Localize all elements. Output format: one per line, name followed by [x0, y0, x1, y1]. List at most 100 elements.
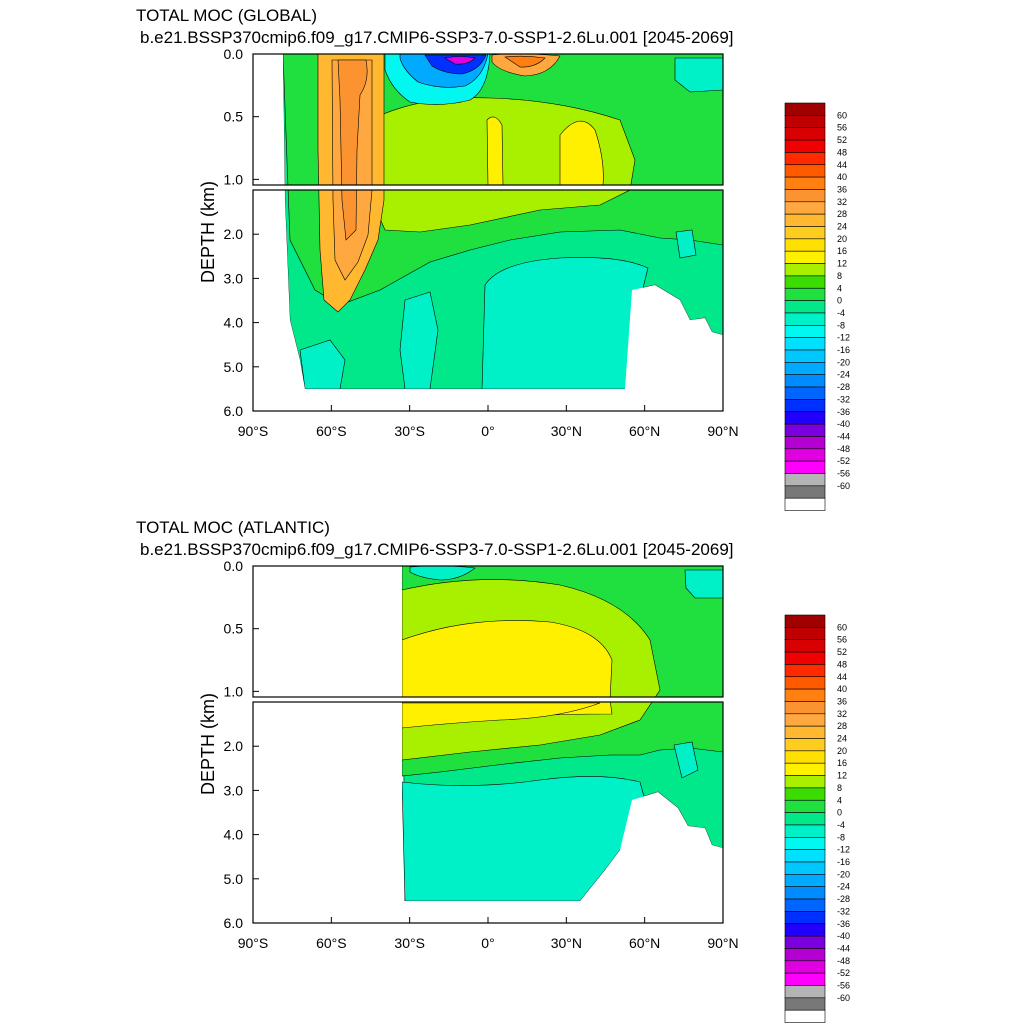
- global-ytick-label: 4.0: [224, 315, 244, 331]
- global-colorbar-swatch: [784, 164, 826, 178]
- global-title: TOTAL MOC (GLOBAL): [136, 6, 317, 25]
- global-colorbar-swatch: [784, 362, 826, 376]
- atlantic-colorbar-label: 48: [837, 659, 847, 669]
- atlantic-colorbar-label: -44: [837, 943, 850, 953]
- atlantic-colorbar-swatch: [784, 651, 826, 665]
- global-colorbar-label: -60: [837, 481, 850, 491]
- atlantic-colorbar-label: -52: [837, 968, 850, 978]
- global-ytick-label: 5.0: [224, 359, 244, 375]
- atlantic-colorbar-swatch: [784, 997, 826, 1011]
- atlantic-land-mask: [253, 566, 723, 923]
- atlantic-colorbar-label: 40: [837, 684, 847, 694]
- global-colorbar-swatch: [784, 374, 826, 388]
- atlantic-colorbar-swatch: [784, 972, 826, 986]
- global-colorbar-swatch: [784, 275, 826, 289]
- global-arctic-deep-patch: [675, 229, 697, 259]
- atlantic-colorbar-swatch: [784, 836, 826, 850]
- global-colorbar-swatch: [784, 485, 826, 499]
- atlantic-ytick-label: 6.0: [224, 915, 244, 931]
- atlantic-colorbar-swatch: [784, 701, 826, 715]
- atlantic-colorbar-swatch: [784, 886, 826, 900]
- atlantic-xtick-label: 90°S: [238, 935, 269, 951]
- global-colorbar-swatch: [784, 497, 826, 511]
- global-colorbar-swatch: [784, 312, 826, 326]
- global-colorbar-label: 56: [837, 123, 847, 133]
- atlantic-colorbar-label: 44: [837, 672, 847, 682]
- global-ytick-label: 3.0: [224, 270, 244, 286]
- global-yellow-cell-equator: [486, 116, 504, 186]
- global-colorbar-swatch: [784, 473, 826, 487]
- global-colorbar-swatch: [784, 127, 826, 141]
- atlantic-ytick-label: 0.5: [224, 621, 244, 637]
- atlantic-colorbar-swatch: [784, 614, 826, 628]
- global-ylabel: DEPTH (km): [198, 181, 218, 283]
- global-seafloor-mask: [253, 54, 723, 411]
- atlantic-colorbar-label: -24: [837, 882, 850, 892]
- atlantic-colorbar-swatch: [784, 627, 826, 640]
- atlantic-xtick-label: 90°N: [707, 935, 738, 951]
- global-deep-negative-basin: [481, 257, 649, 390]
- global-deep-negative-far-south: [299, 339, 346, 390]
- global-colorbar-swatch: [784, 324, 826, 338]
- global-colorbar-label: -20: [837, 357, 850, 367]
- global-ytick-label: 0.5: [224, 109, 244, 125]
- atlantic-title: TOTAL MOC (ATLANTIC): [136, 518, 330, 537]
- global-colorbar-swatch: [784, 287, 826, 301]
- atlantic-ytick-label: 3.0: [224, 782, 244, 798]
- atlantic-colorbar-swatch: [784, 812, 826, 826]
- global-colorbar-swatch: [784, 423, 826, 437]
- atlantic-colorbar-swatch: [784, 948, 826, 962]
- atlantic-colorbar-label: 4: [837, 795, 842, 805]
- atlantic-colorbar-swatch: [784, 923, 826, 937]
- atlantic-colorbar-label: 8: [837, 783, 842, 793]
- atlantic-colorbar-label: 60: [837, 622, 847, 632]
- atlantic-yellow-lower: [401, 702, 601, 729]
- global-colorbar-label: -32: [837, 394, 850, 404]
- global-colorbar-swatch: [784, 337, 826, 351]
- global-colorbar-label: 12: [837, 259, 847, 269]
- atlantic-colorbar-swatch: [784, 750, 826, 764]
- atlantic-colorbar-label: 52: [837, 647, 847, 657]
- global-axis-break: [253, 185, 723, 190]
- atlantic-surface-negative: [409, 566, 476, 581]
- atlantic-colorbar-swatch: [784, 861, 826, 875]
- global-colorbar-label: -52: [837, 456, 850, 466]
- global-ytick-label: 0.0: [224, 46, 244, 62]
- atlantic-colorbar: 60565248444036322824201612840-4-8-12-16-…: [784, 614, 850, 1023]
- atlantic-colorbar-swatch: [784, 639, 826, 653]
- atlantic-ylabel: DEPTH (km): [198, 693, 218, 795]
- atlantic-xtick-label: 60°N: [629, 935, 660, 951]
- global-xtick-label: 60°N: [629, 423, 660, 439]
- global-colorbar-swatch: [784, 263, 826, 277]
- atlantic-colorbar-swatch: [784, 676, 826, 690]
- global-colorbar-label: 28: [837, 209, 847, 219]
- global-x-axis: 90°S 60°S 30°S 0° 30°N 60°N 90°N: [238, 405, 739, 439]
- atlantic-colorbar-label: -28: [837, 894, 850, 904]
- global-yellow-cell-north: [559, 120, 604, 186]
- global-xtick-label: 0°: [481, 423, 494, 439]
- atlantic-colorbar-label: -12: [837, 845, 850, 855]
- atlantic-colorbar-swatch: [784, 960, 826, 974]
- global-colorbar-label: -44: [837, 431, 850, 441]
- global-colorbar-label: -12: [837, 333, 850, 343]
- atlantic-colorbar-swatch: [784, 849, 826, 863]
- global-colorbar-label: -16: [837, 345, 850, 355]
- atlantic-colorbar-swatch: [784, 664, 826, 678]
- atlantic-ytick-label: 1.0: [224, 683, 244, 699]
- global-colorbar-swatch: [784, 436, 826, 450]
- global-xtick-label: 30°S: [394, 423, 425, 439]
- atlantic-xtick-label: 60°S: [316, 935, 347, 951]
- global-colorbar-label: 52: [837, 135, 847, 145]
- global-xtick-label: 30°N: [551, 423, 582, 439]
- global-colorbar-swatch: [784, 349, 826, 363]
- atlantic-colorbar-label: -48: [837, 956, 850, 966]
- global-xtick-label: 90°N: [707, 423, 738, 439]
- atlantic-colorbar-label: -56: [837, 981, 850, 991]
- global-colorbar-swatch: [784, 213, 826, 227]
- global-colorbar-swatch: [784, 102, 826, 116]
- atlantic-colorbar-label: 0: [837, 808, 842, 818]
- atlantic-colorbar-label: -36: [837, 919, 850, 929]
- atlantic-colorbar-swatch: [784, 911, 826, 925]
- global-subtitle: b.e21.BSSP370cmip6.f09_g17.CMIP6-SSP3-7.…: [140, 28, 734, 47]
- global-colorbar-swatch: [784, 448, 826, 462]
